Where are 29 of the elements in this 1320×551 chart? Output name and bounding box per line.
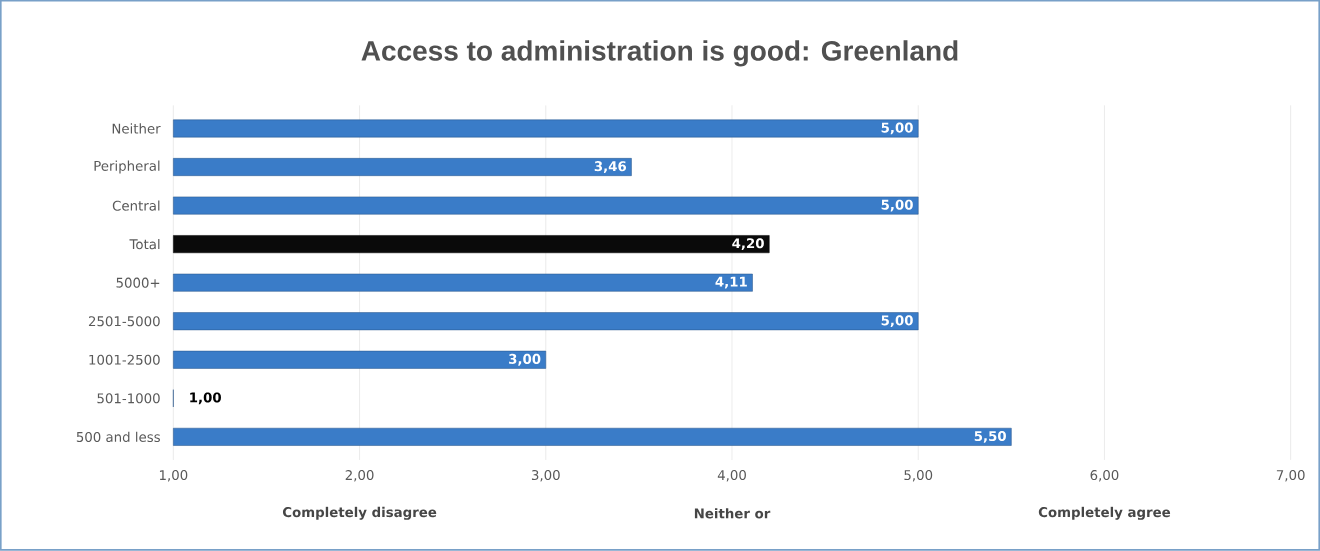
chart-title: Access to administration is good: Greenland (361, 40, 958, 67)
y-tick-label: 5000+ (116, 277, 160, 288)
x-tick-label: 4,00 (717, 470, 746, 482)
text: Neither or (694, 508, 771, 519)
y-tick-label: 2501-5000 (88, 316, 160, 327)
y-tick-label: Central (112, 200, 160, 211)
x-tick-label: 7,00 (1276, 470, 1305, 482)
x-tick-label: 1,00 (159, 470, 188, 482)
y-tick-label: 500 and less (76, 431, 160, 443)
x-tick-label: 3,00 (531, 470, 560, 482)
data-label: 4,11 (715, 277, 747, 289)
text: Completely agree (1038, 506, 1171, 521)
y-tick-label: Total (129, 239, 160, 250)
data-label: 5,50 (974, 431, 1006, 443)
data-label: 5,00 (881, 199, 913, 212)
y-tick-label: Peripheral (94, 160, 160, 174)
data-label: 4,20 (732, 238, 764, 251)
x-tick-label: 6,00 (1090, 470, 1119, 482)
y-tick-label: 1001-2500 (89, 354, 160, 365)
x-tick-label: 2,00 (345, 470, 374, 482)
y-tick-label: Neither (112, 123, 161, 134)
x-tick-label: 5,00 (904, 470, 933, 482)
text: Completely disagree (282, 506, 437, 521)
data-label: 3,00 (509, 354, 541, 366)
data-label: 1,00 (190, 392, 221, 405)
y-tick-label: 501-1000 (97, 393, 160, 404)
data-label: 3,46 (594, 161, 627, 174)
data-label: 5,00 (881, 315, 913, 328)
data-label: 5,00 (881, 122, 913, 135)
